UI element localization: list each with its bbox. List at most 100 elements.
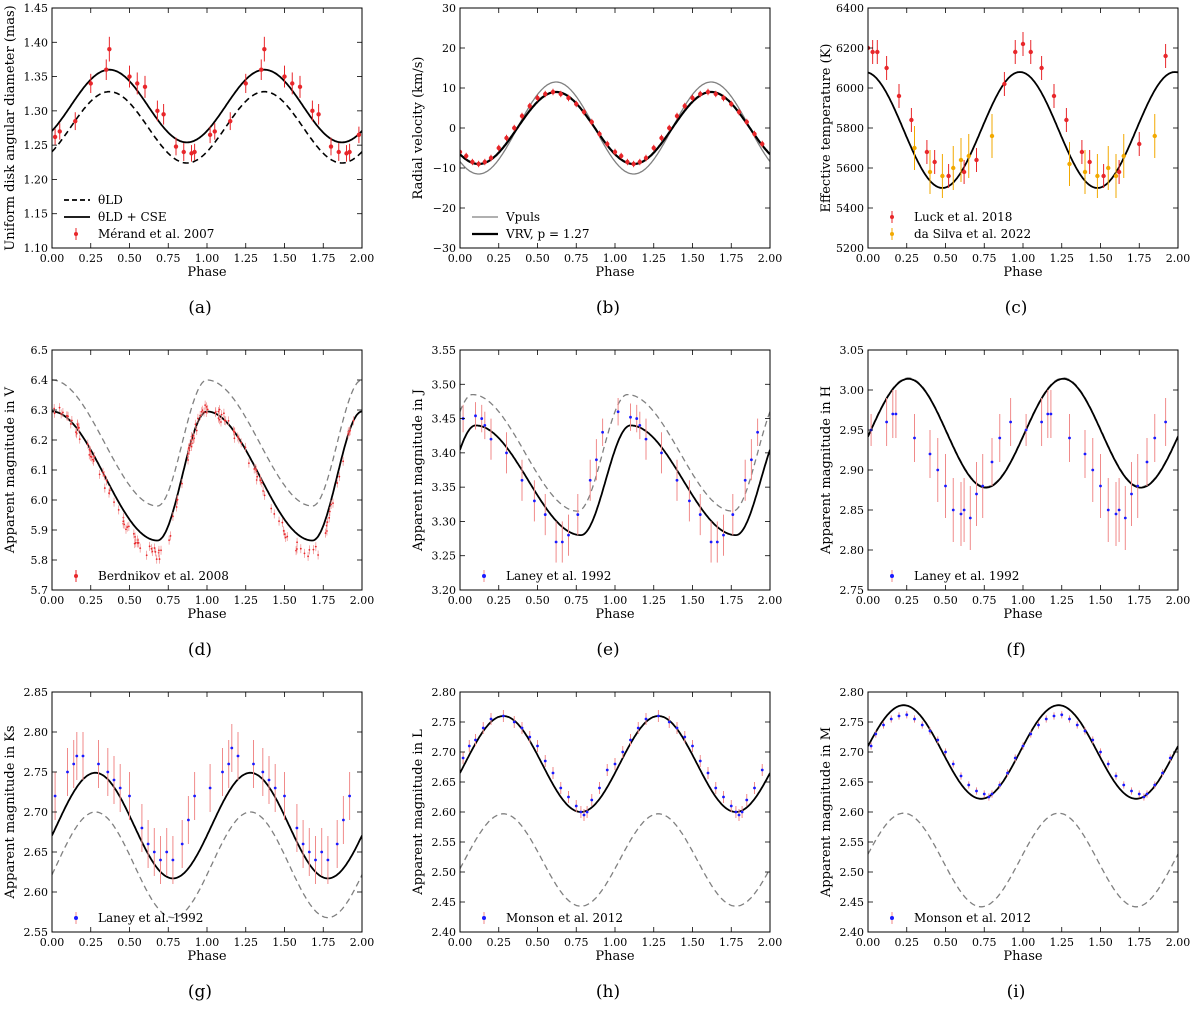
- data-point: [78, 438, 81, 441]
- data-point: [310, 108, 315, 114]
- x-tick-label: 1.00: [603, 252, 628, 265]
- data-point: [734, 810, 738, 814]
- data-point: [316, 112, 321, 117]
- data-point: [601, 430, 604, 434]
- data-point: [989, 133, 995, 139]
- plot-frame: [459, 691, 771, 933]
- data-point: [103, 487, 106, 489]
- data-point: [520, 726, 524, 730]
- data-point: [659, 135, 664, 141]
- data-point: [1095, 173, 1100, 179]
- data-point: [1024, 428, 1028, 432]
- x-tick-label: 0.50: [933, 594, 958, 607]
- data-point: [924, 149, 930, 155]
- y-tick-label: 1.40: [24, 36, 49, 49]
- x-tick-label: 1.00: [1011, 936, 1036, 949]
- legend: Laney et al. 1992: [482, 569, 611, 583]
- panel-b: 0.00 0.25 0.50 0.75 1.00 1.25 1.50 1.75 2.00 −30 −…: [408, 0, 808, 342]
- data-point: [155, 558, 158, 561]
- data-point: [905, 713, 909, 717]
- data-point: [238, 438, 240, 440]
- y-axis-title: Effective temperature (K): [819, 44, 834, 213]
- data-point: [57, 129, 62, 134]
- data-point: [520, 478, 524, 482]
- y-tick-label: 2.60: [840, 806, 865, 819]
- data-point: [208, 786, 212, 790]
- data-point: [1064, 117, 1069, 123]
- x-tick-label: 1.00: [195, 252, 220, 265]
- data-point: [352, 419, 355, 422]
- y-tick-label: 5400: [836, 202, 864, 215]
- x-axis-title: Phase: [187, 607, 227, 622]
- data-point: [255, 469, 258, 472]
- data-point: [88, 81, 93, 86]
- data-point: [106, 770, 110, 774]
- x-tick-label: 1.25: [234, 594, 259, 607]
- data-point: [533, 499, 536, 503]
- data-point: [998, 783, 1002, 787]
- x-tick-label: 1.75: [719, 594, 744, 607]
- x-tick-label: 1.25: [234, 936, 259, 949]
- data-point: [91, 458, 94, 461]
- data-point: [1142, 795, 1146, 799]
- data-point: [195, 429, 198, 432]
- y-tick-label: 2.80: [432, 686, 457, 699]
- data-point: [312, 548, 315, 551]
- legend-label: da Silva et al. 2022: [914, 227, 1031, 241]
- y-tick-label: 2.90: [840, 464, 865, 477]
- data-point: [1099, 750, 1102, 754]
- data-point: [180, 842, 184, 846]
- data-point: [303, 552, 306, 555]
- data-point: [1153, 783, 1157, 787]
- data-point: [122, 520, 125, 523]
- data-point: [107, 46, 112, 52]
- data-point: [512, 720, 516, 724]
- legend-marker: [74, 916, 78, 920]
- data-point: [261, 770, 265, 774]
- y-axis-title: Apparent magnitude in H: [819, 386, 834, 555]
- data-point: [200, 410, 203, 413]
- data-point: [217, 417, 220, 420]
- data-point: [53, 794, 57, 798]
- data-point: [259, 479, 262, 482]
- series-line: [52, 68, 362, 144]
- y-axis-title: Radial velocity (km/s): [411, 57, 426, 200]
- data-point: [574, 804, 578, 808]
- series-line: [460, 81, 770, 175]
- x-tick-label: 0.75: [156, 594, 181, 607]
- data-point: [560, 540, 564, 544]
- x-tick-label: 1.00: [1011, 252, 1036, 265]
- data-point: [619, 153, 624, 159]
- data-point: [105, 479, 108, 482]
- data-point: [227, 419, 230, 422]
- x-axis-title: Phase: [595, 949, 635, 964]
- x-tick-label: 1.75: [719, 252, 744, 265]
- panel-f: 0.00 0.25 0.50 0.75 1.00 1.25 1.50 1.75 2.00 2.75…: [816, 342, 1200, 684]
- data-point: [706, 771, 710, 775]
- data-point: [951, 762, 955, 766]
- data-point: [550, 89, 556, 95]
- data-point: [637, 159, 642, 165]
- y-tick-label: 1.25: [24, 139, 49, 152]
- data-point: [243, 81, 248, 86]
- series-line: [52, 410, 362, 542]
- data-point: [744, 119, 749, 125]
- data-point: [729, 101, 734, 107]
- data-point: [616, 410, 620, 414]
- data-point: [284, 536, 287, 539]
- data-point: [75, 431, 77, 434]
- y-tick-label: 0: [449, 122, 456, 135]
- x-tick-label: 1.50: [680, 594, 705, 607]
- data-point: [715, 540, 719, 544]
- y-tick-label: 2.70: [24, 806, 49, 819]
- data-point: [1028, 49, 1033, 55]
- data-point: [88, 448, 91, 451]
- x-tick-label: 1.50: [272, 936, 297, 949]
- legend-label: θLD: [98, 193, 123, 207]
- data-point: [347, 149, 352, 155]
- y-tick-label: 6.0: [31, 494, 49, 507]
- data-point: [356, 132, 362, 138]
- data-point: [470, 159, 475, 165]
- data-point: [308, 548, 311, 551]
- data-point: [958, 157, 964, 163]
